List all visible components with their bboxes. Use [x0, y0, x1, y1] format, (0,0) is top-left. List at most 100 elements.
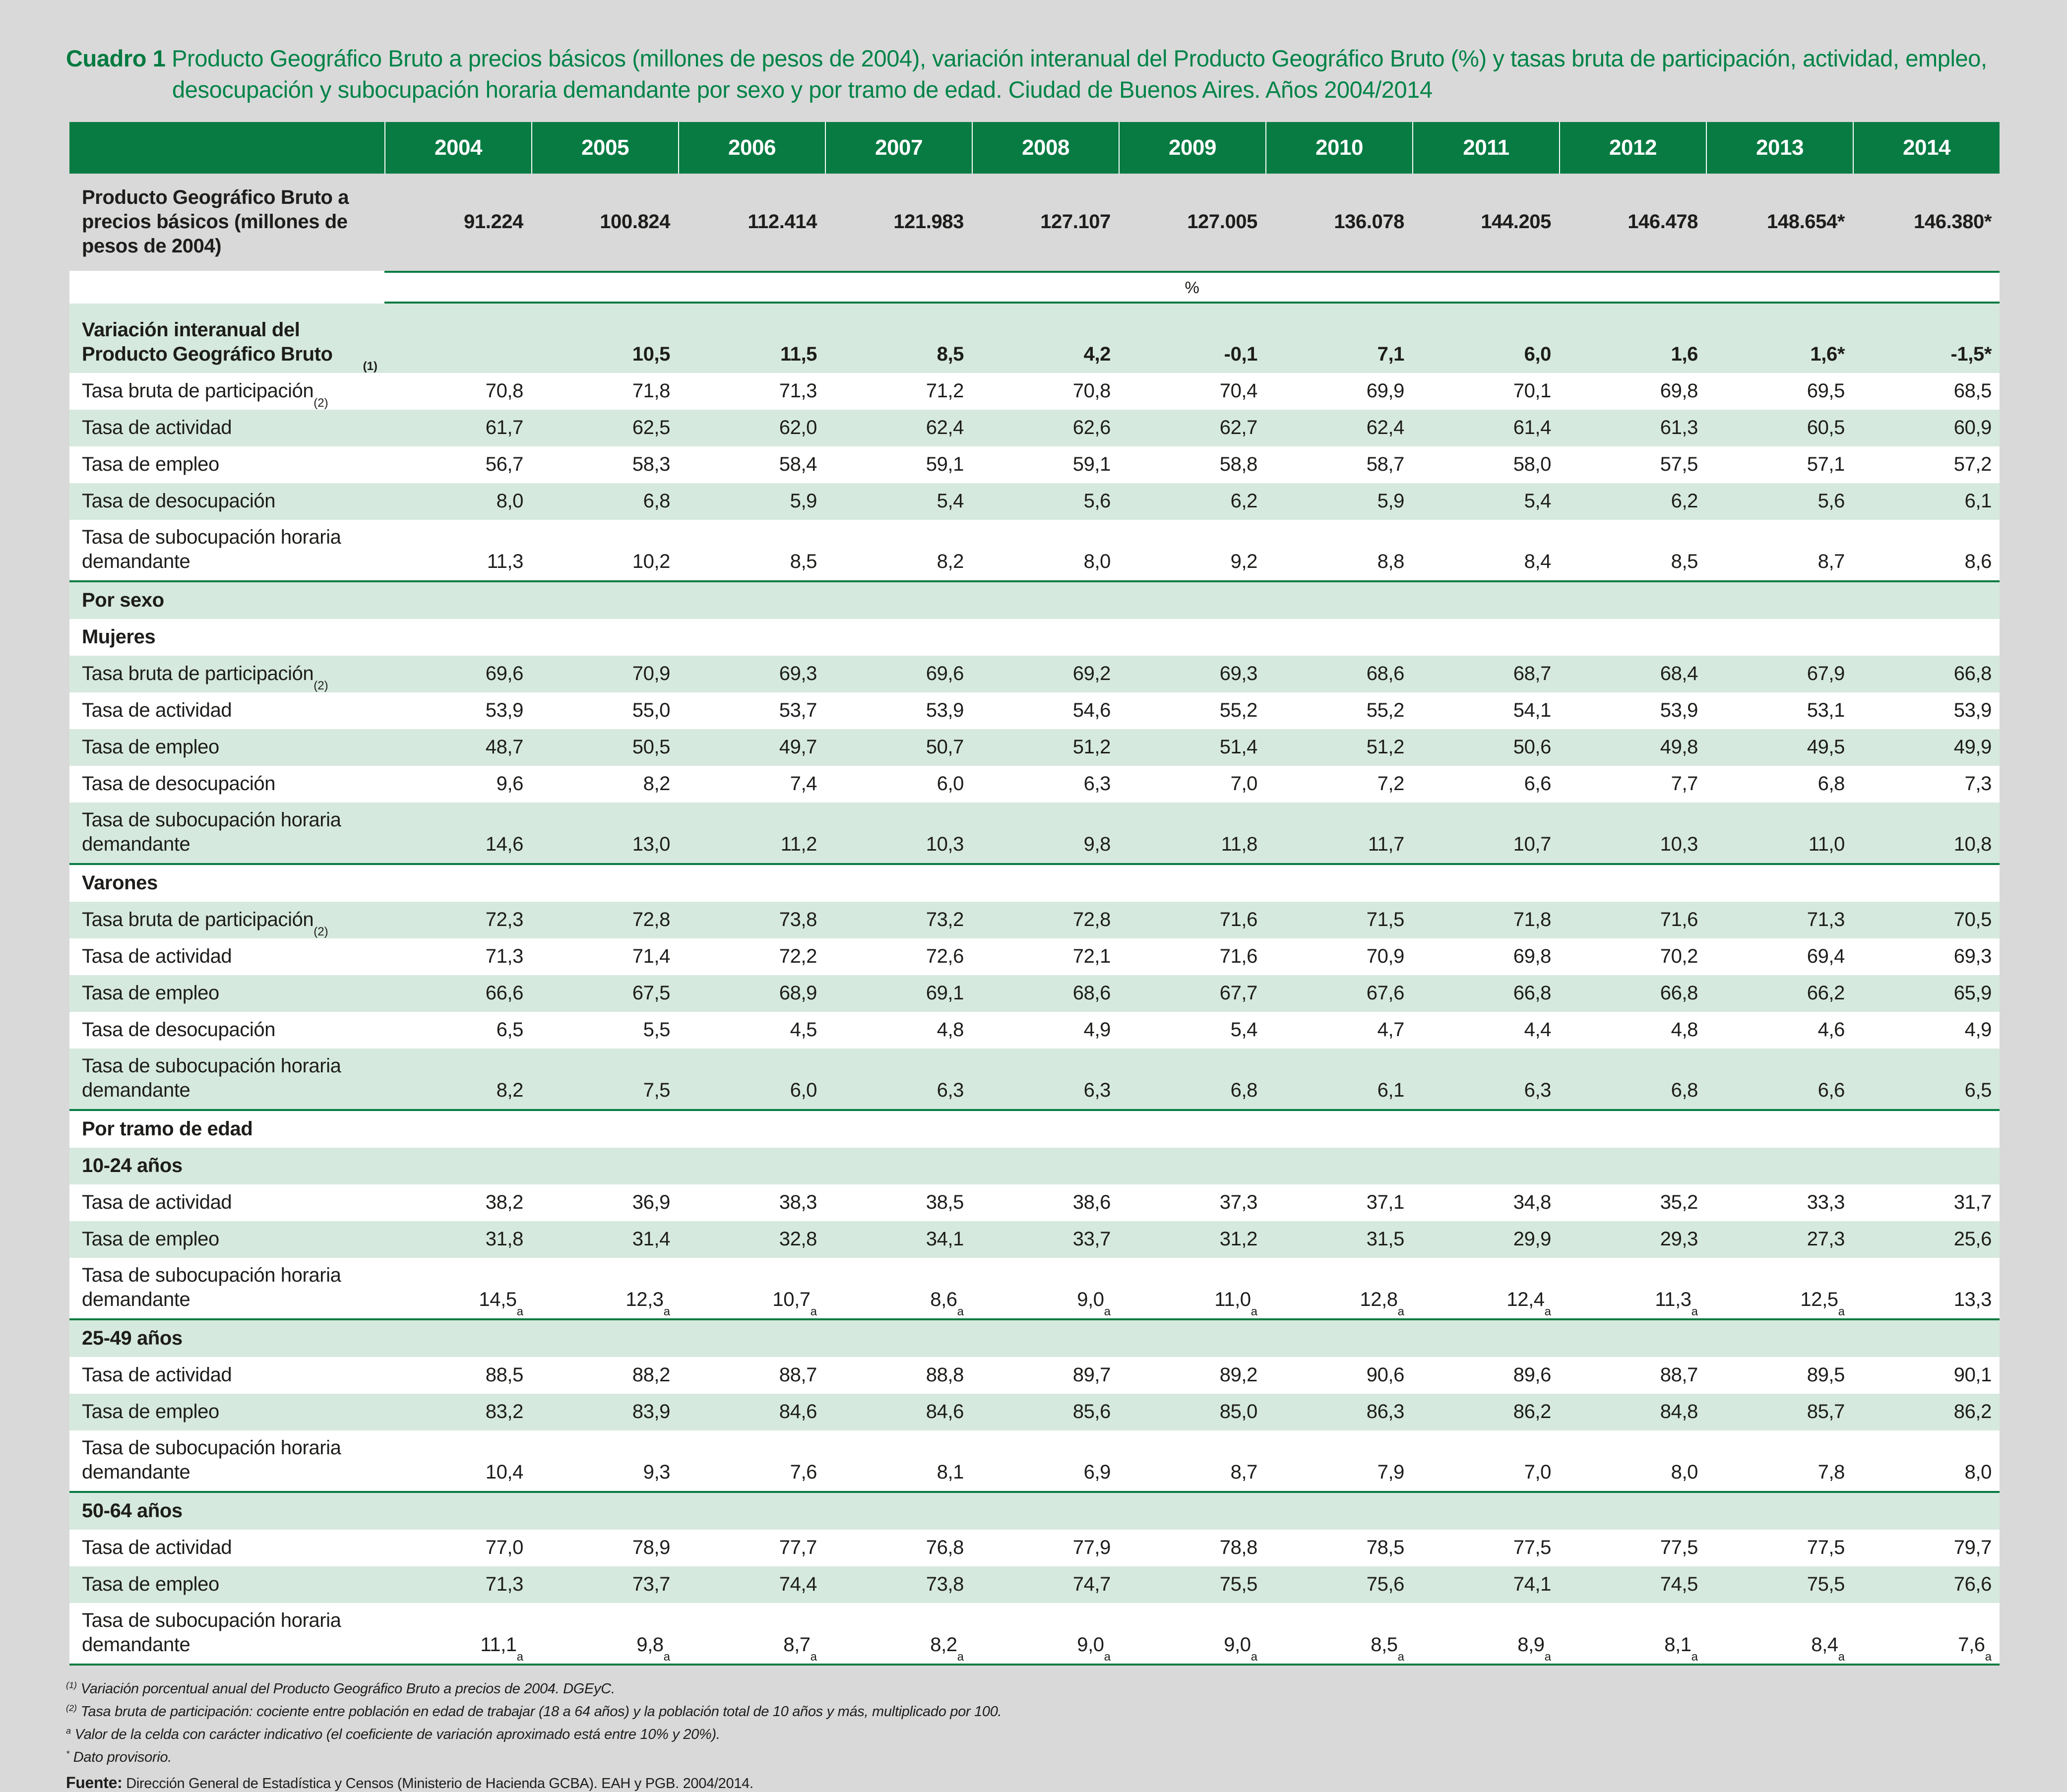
- row-mujeres-tasa-empleo-value-2004: 48,7: [485, 736, 524, 758]
- row-10-24-tasa-subocupacion-value-2011: 12,4 a: [1506, 1289, 1551, 1318]
- row-tasa-empleo-value-2012: 57,5: [1660, 453, 1698, 475]
- row-varones-tasa-empleo-value-2013: 66,2: [1807, 982, 1845, 1004]
- row-tasa-subocupacion-value-2004: 11,3: [487, 551, 524, 572]
- table-title-label: Cuadro 1: [66, 45, 166, 71]
- row-pgb-value-2005: 100.824: [600, 210, 670, 233]
- section-50-64-anos-filler: [384, 1493, 2000, 1530]
- footnote-2-marker: (2): [66, 1703, 77, 1713]
- section-25-49-anos: 25-49 años: [69, 1318, 2000, 1357]
- year-header-2006: 2006: [678, 122, 825, 174]
- row-tasa-bruta-participacion-value-2008: 70,8: [1072, 380, 1111, 402]
- row-varones-tasa-actividad-value-2010: 70,9: [1366, 945, 1405, 967]
- row-25-49-tasa-subocupacion-value-2008: 6,9: [1083, 1461, 1111, 1483]
- row-mujeres-tasa-desocupacion-value-2013: 6,8: [1817, 773, 1845, 795]
- row-pgb-value-2010: 136.078: [1334, 210, 1404, 233]
- row-tasa-desocupacion-value-2012: 6,2: [1671, 490, 1698, 512]
- row-10-24-tasa-empleo-value-2006: 32,8: [779, 1228, 817, 1250]
- row-pgb-value-2006: 112.414: [748, 210, 817, 233]
- row-tasa-bruta-participacion-value-2004: 70,8: [485, 380, 524, 402]
- year-header-2011: 2011: [1412, 122, 1559, 174]
- row-tasa-bruta-participacion-value-2014: 68,5: [1953, 380, 1992, 402]
- row-50-64-tasa-subocupacion-value-2007: 8,2 a: [930, 1634, 964, 1664]
- row-50-64-tasa-empleo-value-2008: 74,7: [1072, 1573, 1111, 1595]
- row-10-24-tasa-actividad-value-2010: 37,1: [1366, 1191, 1405, 1213]
- row-25-49-tasa-empleo-value-2010: 86,3: [1366, 1401, 1405, 1422]
- row-varones-tasa-subocupacion-value-2010: 6,1: [1377, 1079, 1405, 1101]
- row-10-24-tasa-actividad: Tasa de actividad 38,2 36,9 38,3 38,5 38,6 37,…: [69, 1184, 2000, 1221]
- row-mujeres-tasa-desocupacion-value-2004: 9,6: [496, 773, 524, 795]
- row-mujeres-tasa-desocupacion-value-2007: 6,0: [937, 773, 964, 795]
- year-header-2005: 2005: [531, 122, 678, 174]
- section-50-64-anos-label: 50-64 años: [82, 1500, 183, 1522]
- row-10-24-tasa-subocupacion-value-2008: 9,0 a: [1077, 1289, 1111, 1318]
- row-50-64-tasa-empleo-value-2004: 71,3: [485, 1573, 524, 1595]
- row-tasa-bruta-participacion-value-2007: 71,2: [926, 380, 964, 402]
- row-varones-tasa-desocupacion: Tasa de desocupación 6,5 5,5 4,5 4,8 4,9 5,4 4,…: [69, 1012, 2000, 1049]
- row-50-64-tasa-subocupacion-value-2008: 9,0 a: [1077, 1634, 1111, 1664]
- row-varones-tasa-subocupacion-value-2011: 6,3: [1524, 1079, 1552, 1101]
- row-mujeres-tasa-desocupacion-value-2010: 7,2: [1377, 773, 1405, 795]
- row-10-24-tasa-subocupacion-value-2009: 11,0 a: [1214, 1289, 1257, 1318]
- row-10-24-tasa-actividad-value-2009: 37,3: [1219, 1191, 1258, 1213]
- row-50-64-tasa-subocupacion-value-2005: 9,8 a: [636, 1634, 670, 1664]
- row-mujeres-tasa-subocupacion-value-2009: 11,8: [1221, 833, 1258, 855]
- row-tasa-subocupacion-value-2005: 10,2: [632, 551, 671, 572]
- row-variacion-interanual-label: Variación interanual del Producto Geográ…: [82, 319, 377, 373]
- row-mujeres-tasa-subocupacion-value-2013: 11,0: [1808, 833, 1845, 855]
- row-50-64-tasa-actividad-label: Tasa de actividad: [82, 1537, 232, 1558]
- row-10-24-tasa-empleo-value-2008: 33,7: [1072, 1228, 1111, 1250]
- row-mujeres-tasa-actividad-value-2007: 53,9: [926, 699, 964, 721]
- row-mujeres-tasa-desocupacion-value-2009: 7,0: [1230, 773, 1258, 795]
- row-tasa-empleo-value-2006: 58,4: [779, 453, 817, 475]
- row-varones-tasa-desocupacion-value-2005: 5,5: [643, 1019, 671, 1041]
- row-varones-tasa-subocupacion-value-2009: 6,8: [1230, 1079, 1258, 1101]
- row-varones-tasa-empleo-value-2007: 69,1: [926, 982, 964, 1004]
- row-50-64-tasa-empleo-value-2007: 73,8: [926, 1573, 964, 1595]
- row-variacion-interanual-value-2013: 1,6*: [1810, 343, 1845, 365]
- row-varones-tasa-empleo-value-2009: 67,7: [1219, 982, 1258, 1004]
- row-varones-tasa-desocupacion-value-2013: 4,6: [1817, 1019, 1845, 1041]
- row-10-24-tasa-subocupacion-value-2012: 11,3 a: [1655, 1289, 1698, 1318]
- row-25-49-tasa-subocupacion-value-2009: 8,7: [1230, 1461, 1258, 1483]
- section-mujeres: Mujeres: [69, 619, 2000, 656]
- row-varones-tasa-desocupacion-value-2008: 4,9: [1083, 1019, 1111, 1041]
- row-varones-tasa-bruta-participacion-value-2012: 71,6: [1660, 909, 1698, 930]
- row-mujeres-tasa-empleo-value-2007: 50,7: [926, 736, 964, 758]
- footnote-a-marker: a: [66, 1726, 71, 1736]
- row-varones-tasa-bruta-participacion-label: Tasa bruta de participación (2): [82, 909, 328, 938]
- year-header-2007: 2007: [825, 122, 972, 174]
- row-25-49-tasa-actividad-value-2014: 90,1: [1953, 1364, 1992, 1386]
- row-varones-tasa-desocupacion-value-2011: 4,4: [1524, 1019, 1552, 1041]
- row-mujeres-tasa-bruta-participacion-value-2014: 66,8: [1953, 663, 1992, 684]
- row-10-24-tasa-subocupacion-value-2004: 14,5 a: [479, 1289, 523, 1318]
- row-tasa-desocupacion-value-2004: 8,0: [496, 490, 524, 512]
- row-mujeres-tasa-empleo-value-2012: 49,8: [1660, 736, 1698, 758]
- row-25-49-tasa-actividad-value-2011: 89,6: [1513, 1364, 1552, 1386]
- row-10-24-tasa-empleo-value-2011: 29,9: [1513, 1228, 1552, 1250]
- row-mujeres-tasa-empleo-value-2009: 51,4: [1219, 736, 1258, 758]
- row-10-24-tasa-actividad-value-2006: 38,3: [779, 1191, 817, 1213]
- row-50-64-tasa-subocupacion-value-2010: 8,5 a: [1371, 1634, 1404, 1664]
- row-varones-tasa-empleo-value-2012: 66,8: [1660, 982, 1698, 1004]
- table-title-text: Producto Geográfico Bruto a precios bási…: [172, 45, 1987, 103]
- row-varones-tasa-bruta-participacion-value-2004: 72,3: [485, 909, 524, 930]
- year-header-2010: 2010: [1265, 122, 1412, 174]
- row-mujeres-tasa-actividad-value-2011: 54,1: [1513, 699, 1552, 721]
- row-10-24-tasa-subocupacion-value-2005: 12,3 a: [626, 1289, 670, 1318]
- row-tasa-empleo-value-2004: 56,7: [485, 453, 524, 475]
- row-10-24-tasa-empleo: Tasa de empleo 31,8 31,4 32,8 34,1 33,7 31,2 31…: [69, 1221, 2000, 1258]
- row-varones-tasa-actividad-value-2013: 69,4: [1807, 945, 1845, 967]
- row-mujeres-tasa-bruta-participacion-value-2005: 70,9: [632, 663, 671, 684]
- row-varones-tasa-bruta-participacion-value-2008: 72,8: [1072, 909, 1111, 930]
- row-mujeres-tasa-desocupacion-value-2006: 7,4: [790, 773, 817, 795]
- row-unit-band: %: [69, 271, 2000, 304]
- row-25-49-tasa-actividad-value-2009: 89,2: [1219, 1364, 1258, 1386]
- row-50-64-tasa-empleo-value-2009: 75,5: [1219, 1573, 1258, 1595]
- row-pgb-value-2014: 146.380*: [1914, 210, 1992, 233]
- row-tasa-subocupacion-value-2008: 8,0: [1083, 551, 1111, 572]
- row-tasa-bruta-participacion: Tasa bruta de participación (2) 70,8 71,8 71…: [69, 373, 2000, 410]
- section-por-sexo-label: Por sexo: [82, 589, 164, 611]
- row-50-64-tasa-empleo-value-2005: 73,7: [632, 1573, 671, 1595]
- row-varones-tasa-actividad-value-2004: 71,3: [485, 945, 524, 967]
